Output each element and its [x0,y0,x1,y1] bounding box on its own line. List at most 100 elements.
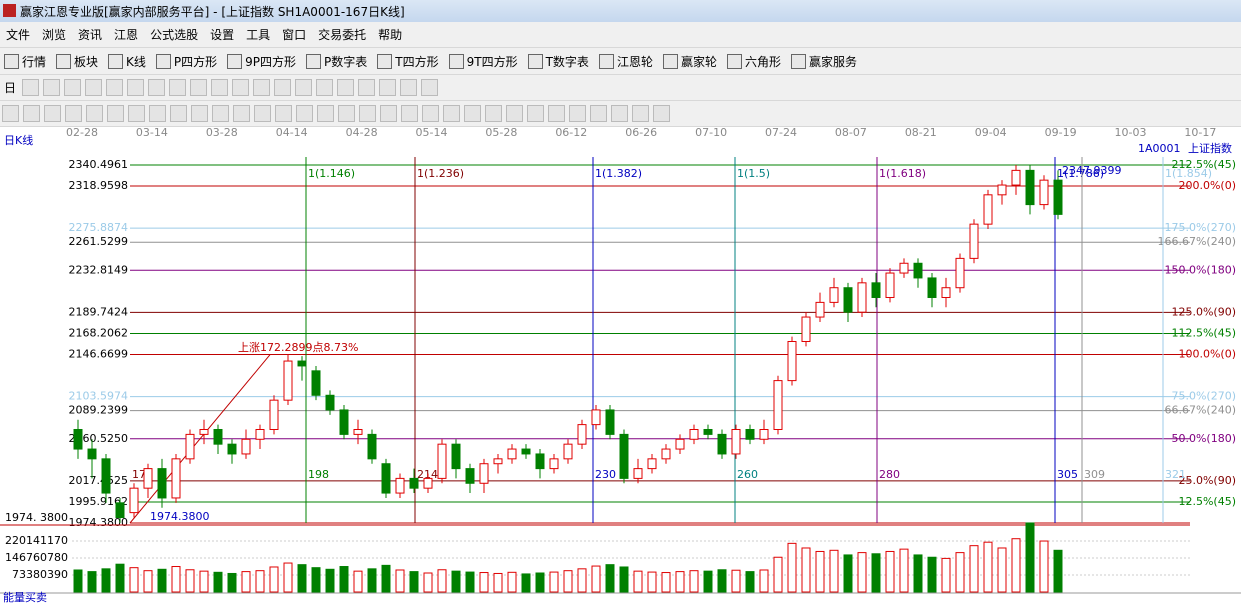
toolbar-button[interactable]: 行情 [4,53,46,70]
tool-icon[interactable] [421,79,439,96]
tool-icon[interactable] [380,105,397,122]
volume-bar [297,564,307,593]
tool-icon[interactable] [211,79,229,96]
toolbar-button[interactable]: T数字表 [528,53,589,70]
menu-item[interactable]: 公式选股 [150,28,199,42]
menu-item[interactable]: 帮助 [378,28,403,42]
tool-icon[interactable] [233,105,250,122]
tool-icon[interactable] [443,105,460,122]
tool-icon[interactable] [23,105,40,122]
tool-icon[interactable] [338,105,355,122]
menu-item[interactable]: 江恩 [114,28,139,42]
tool-icon[interactable] [169,79,187,96]
toolbar-button[interactable]: 9T四方形 [449,53,518,70]
tool-icon[interactable] [316,79,334,96]
tool-icon[interactable] [22,79,40,96]
tool-icon[interactable] [464,105,481,122]
tool-icon[interactable] [64,79,82,96]
tool-icon[interactable] [128,105,145,122]
toolbar-button[interactable]: 六角形 [727,53,781,70]
tool-icon[interactable] [65,105,82,122]
level-percent: 150.0%(180) [1164,263,1236,276]
volume-bar [619,566,629,593]
tool-icon[interactable] [359,105,376,122]
candle-body [409,477,419,489]
tool-icon[interactable] [44,105,61,122]
level-label: 1974.3800 [69,516,129,529]
tool-icon[interactable] [653,105,670,122]
toolbar-button[interactable]: P四方形 [156,53,217,70]
tool-icon[interactable] [317,105,334,122]
tool-icon[interactable] [254,105,271,122]
tool-icon[interactable] [127,79,145,96]
candle-body [927,277,937,298]
menu-item[interactable]: 工具 [246,28,271,42]
toolbar-button[interactable]: K线 [108,53,146,70]
tool-icon[interactable] [569,105,586,122]
date-label: 07-10 [695,126,727,139]
tool-icon[interactable] [232,79,250,96]
candle-body [1039,179,1049,206]
tool-icon[interactable] [170,105,187,122]
tool-icon[interactable] [275,105,292,122]
tool-icon[interactable] [190,79,208,96]
toolbar-button[interactable]: P数字表 [306,53,367,70]
tool-icon[interactable] [611,105,628,122]
time-label: 1(1.5) [737,167,770,180]
tool-icon[interactable] [212,105,229,122]
tool-icon[interactable] [296,105,313,122]
tool-icon[interactable] [337,79,355,96]
candle-body [521,448,531,455]
tool-icon[interactable] [527,105,544,122]
tool-icon[interactable] [43,79,61,96]
period-selector[interactable]: 日 [4,81,17,95]
candle-body [339,409,349,435]
tool-icon[interactable] [422,105,439,122]
menu-item[interactable]: 窗口 [282,28,307,42]
tool-icon[interactable] [274,79,292,96]
tool-icon[interactable] [85,79,103,96]
tool-icon[interactable] [590,105,607,122]
tool-icon[interactable] [148,79,166,96]
toolbar-button[interactable]: 赢家轮 [663,53,717,70]
tool-icon[interactable] [295,79,313,96]
tool-icon[interactable] [401,105,418,122]
tool-icon[interactable] [86,105,103,122]
tool-icon[interactable] [400,79,418,96]
tool-icon[interactable] [379,79,397,96]
toolbar-button[interactable]: 赢家服务 [791,53,857,70]
volume-tick-label: 73380390 [12,568,68,581]
date-label: 06-26 [625,126,657,139]
candle-body [87,448,97,460]
level-percent: 125.0%(90) [1171,305,1236,318]
tool-icon[interactable] [632,105,649,122]
candle-body [563,443,573,460]
menu-item[interactable]: 交易委托 [318,28,367,42]
toolbar-button[interactable]: 板块 [56,53,98,70]
candle-body [143,468,153,489]
toolbar-button[interactable]: T四方形 [377,53,438,70]
tool-icon[interactable] [107,105,124,122]
menu-item[interactable]: 资讯 [78,28,103,42]
candle-body [381,463,391,494]
tool-icon[interactable] [191,105,208,122]
menu-item[interactable]: 设置 [210,28,235,42]
tool-icon[interactable] [253,79,271,96]
tool-icon[interactable] [548,105,565,122]
tool-icon[interactable] [2,105,19,122]
tool-icon[interactable] [506,105,523,122]
volume-bar [591,565,601,593]
volume-bar [661,572,671,593]
menu-item[interactable]: 文件 [6,28,31,42]
toolbar-button[interactable]: 江恩轮 [599,53,653,70]
volume-bar [437,569,447,593]
candle-body [577,424,587,445]
high-annotation: 2347.9399 [1062,164,1122,177]
tool-icon[interactable] [106,79,124,96]
toolbar-button[interactable]: 9P四方形 [227,53,296,70]
tool-icon[interactable] [485,105,502,122]
tool-icon[interactable] [149,105,166,122]
menu-item[interactable]: 浏览 [42,28,67,42]
level-label: 2060.5250 [69,432,129,445]
tool-icon[interactable] [358,79,376,96]
